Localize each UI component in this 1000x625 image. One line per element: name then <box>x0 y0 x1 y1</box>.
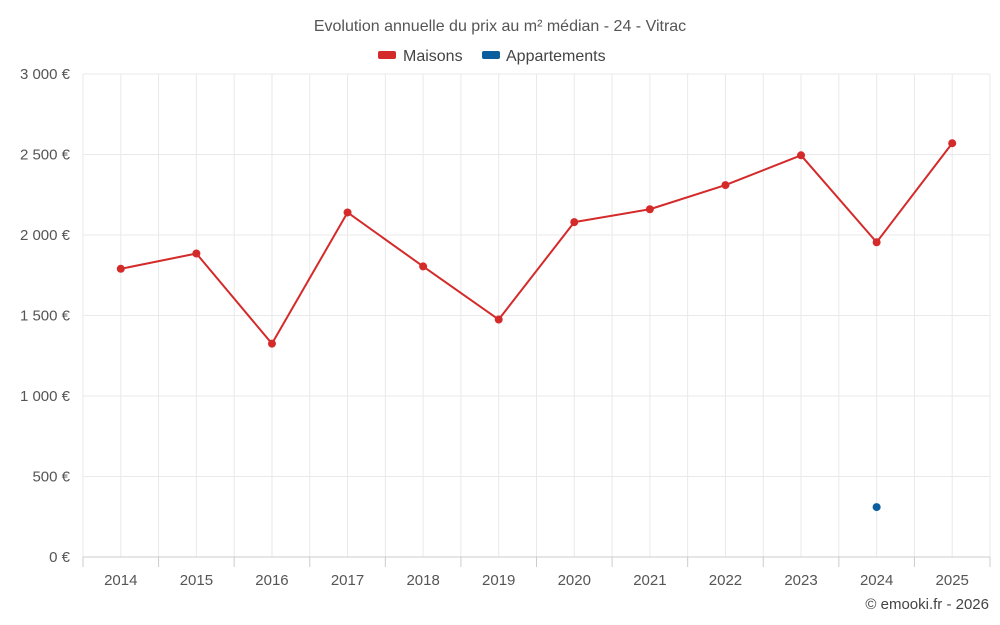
data-point-maisons-2016[interactable] <box>267 339 276 348</box>
x-tick-label: 2015 <box>180 572 213 589</box>
x-tick-label: 2014 <box>104 572 137 589</box>
y-tick-label: 2 500 € <box>20 147 71 164</box>
data-point-maisons-2019[interactable] <box>494 315 503 324</box>
y-tick-label: 500 € <box>32 469 70 486</box>
legend-swatch-maisons <box>378 51 396 59</box>
data-point-maisons-2018[interactable] <box>419 262 428 271</box>
x-tick-label: 2019 <box>482 572 515 589</box>
chart-title: Evolution annuelle du prix au m² médian … <box>314 18 686 35</box>
y-tick-label: 1 000 € <box>20 388 71 405</box>
credit-text: © emooki.fr - 2026 <box>865 596 989 613</box>
data-point-maisons-2024[interactable] <box>872 238 881 247</box>
y-tick-label: 2 000 € <box>20 227 71 244</box>
data-point-maisons-2014[interactable] <box>116 264 125 273</box>
data-point-maisons-2020[interactable] <box>570 218 579 227</box>
x-tick-label: 2021 <box>633 572 666 589</box>
x-tick-label: 2025 <box>936 572 969 589</box>
axes: 0 € 500 € 1 000 € 1 500 € 2 000 € 2 500 € 3 00… <box>20 66 991 589</box>
data-point-maisons-2023[interactable] <box>797 151 806 160</box>
x-tick-label: 2017 <box>331 572 364 589</box>
series-appartements <box>872 503 881 512</box>
data-point-appartements-2024[interactable] <box>872 503 881 512</box>
data-point-maisons-2015[interactable] <box>192 249 201 258</box>
data-point-maisons-2025[interactable] <box>948 139 957 148</box>
x-tick-label: 2023 <box>784 572 817 589</box>
series-maisons <box>116 139 957 348</box>
y-tick-label: 0 € <box>49 549 71 566</box>
legend: Maisons Appartements <box>378 48 606 65</box>
data-point-maisons-2022[interactable] <box>721 181 730 190</box>
data-point-maisons-2021[interactable] <box>645 205 654 214</box>
legend-label-maisons: Maisons <box>403 48 463 65</box>
x-tick-label: 2024 <box>860 572 893 589</box>
gridlines <box>82 73 991 557</box>
legend-item-maisons[interactable]: Maisons <box>378 48 463 65</box>
series-line-maisons <box>120 142 954 345</box>
x-tick-label: 2022 <box>709 572 742 589</box>
x-tick-label: 2020 <box>558 572 591 589</box>
series <box>116 139 957 512</box>
x-tick-label: 2018 <box>406 572 439 589</box>
y-tick-label: 3 000 € <box>20 66 71 83</box>
data-point-maisons-2017[interactable] <box>343 208 352 217</box>
x-tick-label: 2016 <box>255 572 288 589</box>
legend-item-appartements[interactable]: Appartements <box>482 48 606 65</box>
y-tick-label: 1 500 € <box>20 308 71 325</box>
legend-label-appartements: Appartements <box>506 48 606 65</box>
legend-swatch-appartements <box>482 51 500 59</box>
